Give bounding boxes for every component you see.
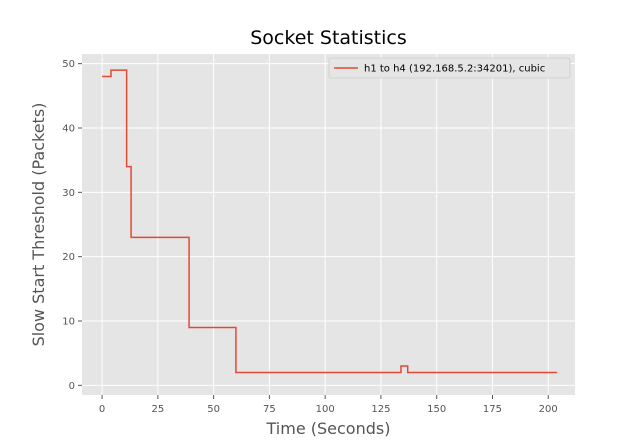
x-tick-label: 175: [483, 404, 502, 415]
y-tick-label: 10: [62, 317, 75, 328]
x-axis-label: Time (Seconds): [266, 419, 391, 438]
y-axis-ticks: 0 10 20 30 40 50: [62, 59, 82, 392]
y-tick-label: 20: [62, 252, 75, 263]
y-tick-label: 30: [62, 188, 75, 199]
y-tick-label: 40: [62, 123, 75, 134]
x-tick-label: 25: [151, 404, 164, 415]
legend: h1 to h4 (192.168.5.2:34201), cubic: [328, 57, 571, 79]
x-tick-label: 150: [427, 404, 446, 415]
y-tick-label: 50: [62, 59, 75, 70]
x-tick-label: 75: [263, 404, 276, 415]
grid-lines: [82, 54, 575, 395]
plot-background: [82, 54, 575, 395]
x-axis-ticks: 0 25 50 75 100 125 150 175 200: [99, 395, 558, 415]
y-axis-label: Slow Start Threshold (Packets): [29, 103, 48, 347]
legend-label: h1 to h4 (192.168.5.2:34201), cubic: [364, 64, 545, 75]
chart-title: Socket Statistics: [250, 27, 407, 49]
x-tick-label: 50: [207, 404, 220, 415]
x-tick-label: 100: [316, 404, 335, 415]
x-tick-label: 125: [371, 404, 390, 415]
series-lines: [102, 69, 558, 374]
x-tick-label: 200: [539, 404, 558, 415]
y-tick-label: 0: [69, 381, 75, 392]
series-line: [102, 69, 558, 374]
legend-box: [328, 57, 571, 79]
x-tick-label: 0: [99, 404, 105, 415]
